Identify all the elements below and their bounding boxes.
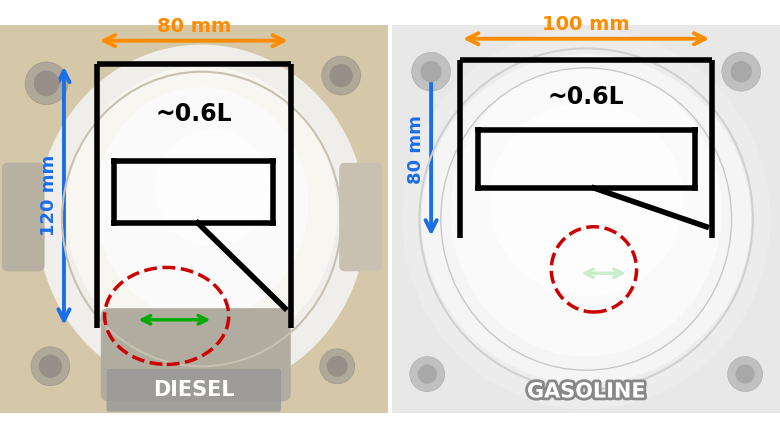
Circle shape [322,56,360,95]
Circle shape [31,347,69,386]
Text: 100 mm: 100 mm [542,15,630,34]
Ellipse shape [421,54,751,384]
Circle shape [39,355,62,378]
Circle shape [329,64,353,87]
FancyBboxPatch shape [101,308,291,401]
Circle shape [412,52,451,91]
Ellipse shape [451,66,722,357]
Circle shape [34,71,59,96]
Ellipse shape [95,87,308,320]
Ellipse shape [37,45,367,393]
FancyBboxPatch shape [107,369,281,412]
Text: 80 mm: 80 mm [407,115,425,184]
Text: ~0.6L: ~0.6L [548,85,625,109]
Circle shape [731,61,752,82]
Text: ~0.6L: ~0.6L [155,102,232,126]
Circle shape [728,357,763,392]
Circle shape [722,52,760,91]
Circle shape [320,349,355,384]
FancyBboxPatch shape [339,163,382,271]
Circle shape [420,61,441,82]
Circle shape [736,364,755,384]
Text: GASOLINE: GASOLINE [527,381,645,402]
Circle shape [410,357,445,392]
Text: DIESEL: DIESEL [153,380,235,400]
Circle shape [327,356,348,377]
Text: 80 mm: 80 mm [157,17,231,36]
Circle shape [417,364,437,384]
Ellipse shape [402,29,771,409]
Text: 120 mm: 120 mm [40,155,58,237]
Ellipse shape [66,66,337,357]
FancyBboxPatch shape [2,163,44,271]
Ellipse shape [489,102,683,297]
Circle shape [25,62,68,105]
Ellipse shape [155,130,271,246]
